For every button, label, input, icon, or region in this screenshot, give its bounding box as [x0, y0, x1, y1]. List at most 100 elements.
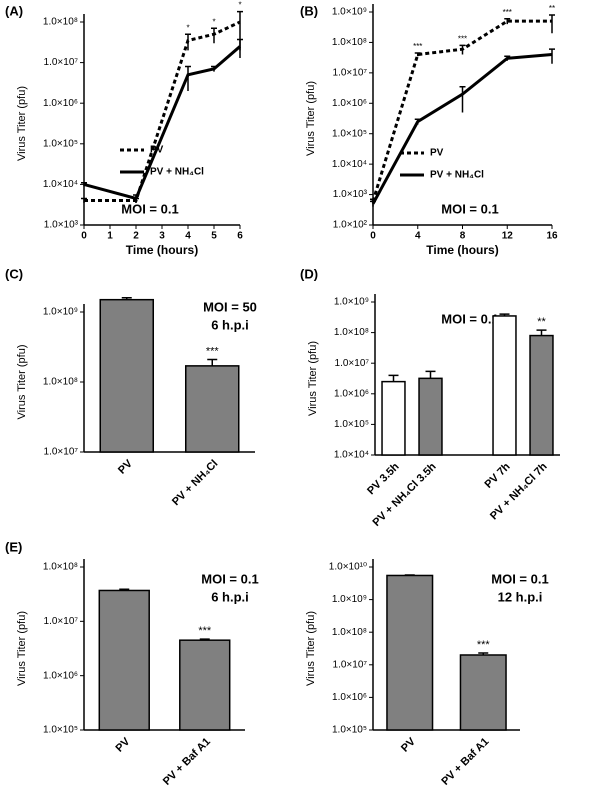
error-bar — [549, 14, 555, 34]
panel-label: (A) — [5, 3, 23, 18]
y-axis-label: Virus Titer (pfu) — [305, 611, 317, 686]
error-bar — [211, 27, 217, 44]
y-tick-label: 1.0×10² — [333, 220, 368, 231]
x-tick-label: 4 — [415, 231, 421, 242]
y-tick-label: 1.0×10⁷ — [44, 616, 79, 627]
y-tick-label: 1.0×10⁵ — [332, 128, 367, 139]
significance: *** — [458, 34, 467, 43]
y-tick-label: 1.0×10⁵ — [43, 725, 78, 736]
bar — [99, 298, 155, 453]
significance: *** — [198, 625, 212, 637]
error-bar — [414, 52, 421, 57]
y-tick-label: 1.0×10⁸ — [43, 377, 78, 388]
x-axis-label: Time (hours) — [426, 243, 498, 257]
y-tick-label: 1.0×10⁹ — [332, 594, 367, 605]
significance: *** — [477, 639, 491, 651]
annotation: MOI = 0.1 — [201, 571, 258, 586]
error-bar — [504, 18, 511, 25]
bar — [98, 589, 150, 731]
x-tick-label: 6 — [237, 231, 243, 242]
y-tick-label: 1.0×10⁷ — [335, 358, 370, 369]
annotation: MOI = 0.1 — [441, 311, 498, 326]
significance: *** — [206, 345, 220, 357]
significance: *** — [503, 8, 512, 17]
y-tick-label: 1.0×10⁸ — [43, 17, 78, 28]
annotation: 6 h.p.i — [211, 317, 249, 332]
y-tick-label: 1.0×10⁶ — [43, 98, 78, 109]
error-bar — [404, 574, 415, 576]
y-tick-label: 1.0×10⁹ — [332, 7, 367, 18]
y-tick-label: 1.0×10⁴ — [334, 450, 369, 461]
error-bar — [81, 181, 87, 187]
y-axis-label: Virus Titer (pfu) — [307, 341, 319, 416]
significance: * — [212, 17, 215, 26]
error-bar — [133, 194, 139, 203]
significance: ** — [537, 316, 546, 328]
y-tick-label: 1.0×10⁶ — [43, 670, 78, 681]
error-bar — [459, 44, 466, 55]
y-tick-label: 1.0×10¹⁰ — [329, 562, 367, 573]
error-bar — [425, 370, 436, 379]
bar — [184, 365, 240, 453]
y-tick-label: 1.0×10³ — [333, 189, 368, 200]
y-axis-label: Virus Titer (pfu) — [16, 611, 28, 686]
bar — [459, 654, 507, 731]
error-bar — [185, 33, 191, 51]
significance: ** — [549, 4, 555, 13]
annotation: MOI = 0.1 — [491, 571, 548, 586]
y-tick-label: 1.0×10⁹ — [43, 307, 78, 318]
annotation: 6 h.p.i — [211, 589, 249, 604]
x-tick-label: 1 — [107, 231, 113, 242]
panel-label: (C) — [5, 266, 23, 281]
y-tick-label: 1.0×10⁷ — [44, 57, 79, 68]
y-axis-label: Virus Titer (pfu) — [16, 345, 28, 420]
x-tick-label: PV — [114, 735, 133, 754]
y-tick-label: 1.0×10⁷ — [333, 67, 368, 78]
error-bar — [478, 652, 489, 655]
error-bar — [414, 118, 421, 125]
y-tick-label: 1.0×10⁴ — [43, 179, 78, 190]
annotation: MOI = 0.1 — [441, 201, 498, 216]
y-tick-label: 1.0×10⁵ — [334, 419, 369, 430]
significance: * — [186, 23, 189, 32]
y-tick-label: 1.0×10⁹ — [334, 297, 369, 308]
bar — [529, 334, 554, 456]
panel-label: (B) — [300, 3, 318, 18]
error-bar — [370, 200, 376, 207]
x-axis-label: Time (hours) — [126, 243, 198, 257]
legend-label: PV + NH₄Cl — [150, 167, 204, 178]
x-tick-label: PV — [116, 457, 135, 476]
legend-label: PV + NH₄Cl — [430, 170, 484, 181]
x-tick-label: 0 — [370, 231, 376, 242]
x-tick-label: PV + Baf A1 — [161, 736, 213, 788]
x-tick-label: 4 — [185, 231, 191, 242]
bar — [386, 574, 434, 731]
error-bar — [536, 329, 547, 336]
bar — [381, 380, 406, 456]
y-tick-label: 1.0×10⁶ — [332, 98, 367, 109]
bar — [492, 315, 517, 456]
x-tick-label: 8 — [460, 231, 466, 242]
y-tick-label: 1.0×10⁸ — [332, 627, 367, 638]
y-tick-label: 1.0×10⁷ — [333, 659, 368, 670]
error-bar — [119, 588, 130, 591]
panel-label: (E) — [5, 539, 22, 554]
y-tick-label: 1.0×10⁴ — [332, 159, 367, 170]
y-tick-label: 1.0×10⁸ — [334, 327, 369, 338]
significance: *** — [413, 42, 422, 51]
x-tick-label: PV — [399, 735, 418, 754]
x-tick-label: PV 7h — [483, 461, 513, 491]
x-tick-label: PV 3.5h — [365, 460, 402, 497]
bar — [418, 377, 443, 456]
y-tick-label: 1.0×10⁶ — [332, 692, 367, 703]
error-bar — [504, 55, 511, 61]
annotation: MOI = 50 — [203, 299, 257, 314]
y-tick-label: 1.0×10⁸ — [43, 562, 78, 573]
error-bar — [549, 48, 555, 64]
series-line — [371, 53, 553, 205]
error-bar — [499, 313, 510, 316]
x-tick-label: 12 — [502, 231, 514, 242]
annotation: 12 h.p.i — [498, 589, 543, 604]
y-axis-label: Virus Titer (pfu) — [305, 81, 317, 156]
y-tick-label: 1.0×10⁵ — [332, 725, 367, 736]
